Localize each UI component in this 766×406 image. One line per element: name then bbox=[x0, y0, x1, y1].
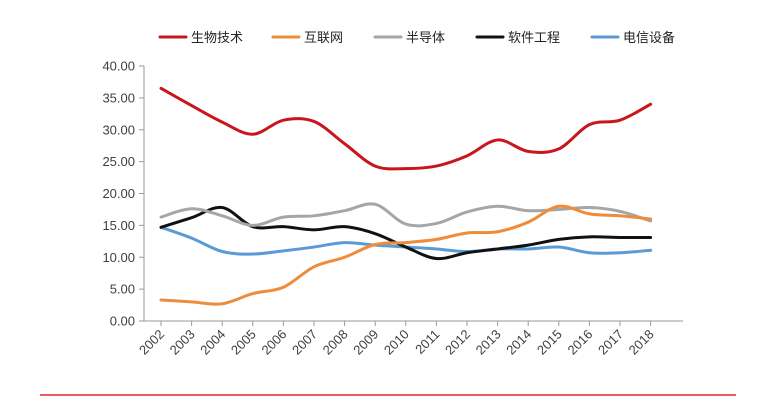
x-tick-label: 2018 bbox=[626, 327, 657, 358]
x-tick-label: 2010 bbox=[381, 327, 412, 358]
x-tick-label: 2013 bbox=[473, 327, 504, 358]
x-tick-label: 2011 bbox=[412, 327, 442, 357]
series-line-生物技术 bbox=[159, 86, 653, 171]
y-tick-label: 40.00 bbox=[102, 59, 135, 74]
x-tick-label: 2005 bbox=[228, 327, 259, 358]
legend-label: 互联网 bbox=[304, 31, 343, 46]
x-tick-label: 2003 bbox=[167, 327, 198, 358]
series-line-电信设备 bbox=[159, 225, 653, 256]
x-tick-label: 2012 bbox=[442, 327, 473, 358]
y-tick-label: 25.00 bbox=[102, 154, 135, 169]
y-tick-label: 30.00 bbox=[102, 122, 135, 137]
series-line-半导体 bbox=[159, 202, 653, 228]
x-tick-label: 2017 bbox=[595, 327, 626, 358]
series-lines bbox=[159, 86, 653, 306]
x-axis-ticks: 2002 2003 2004 2005 2006 2007 2008 2009 2010 2011… bbox=[136, 321, 657, 358]
legend-label: 软件工程 bbox=[508, 31, 560, 46]
y-tick-label: 35.00 bbox=[102, 90, 135, 105]
legend: 生物技术 互联网 半导体 软件工程 电信设备 bbox=[158, 30, 675, 46]
legend-label: 电信设备 bbox=[623, 30, 675, 46]
x-tick-label: 2006 bbox=[258, 327, 289, 358]
x-tick-label: 2009 bbox=[350, 327, 381, 358]
legend-label: 生物技术 bbox=[191, 31, 243, 46]
series-line-软件工程 bbox=[159, 205, 653, 261]
y-tick-label: 15.00 bbox=[102, 218, 135, 233]
x-tick-label: 2008 bbox=[320, 327, 351, 358]
x-tick-label: 2015 bbox=[534, 327, 565, 358]
plot-area: 0.00 5.00 10.00 15.00 20.00 25.00 30.00 35.00 40… bbox=[102, 59, 683, 358]
y-tick-label: 20.00 bbox=[102, 186, 135, 201]
y-tick-label: 10.00 bbox=[102, 250, 135, 265]
x-tick-label: 2007 bbox=[289, 327, 320, 358]
x-tick-label: 2014 bbox=[503, 327, 534, 358]
y-tick-label: 0.00 bbox=[110, 314, 135, 329]
x-tick-label: 2002 bbox=[136, 327, 167, 358]
y-tick-label: 5.00 bbox=[110, 282, 135, 297]
y-axis-ticks: 0.00 5.00 10.00 15.00 20.00 25.00 30.00 35.00 40… bbox=[102, 59, 144, 329]
series-line-互联网 bbox=[159, 204, 653, 306]
x-tick-label: 2004 bbox=[197, 327, 228, 358]
x-tick-label: 2016 bbox=[564, 327, 595, 358]
legend-label: 半导体 bbox=[406, 31, 445, 46]
